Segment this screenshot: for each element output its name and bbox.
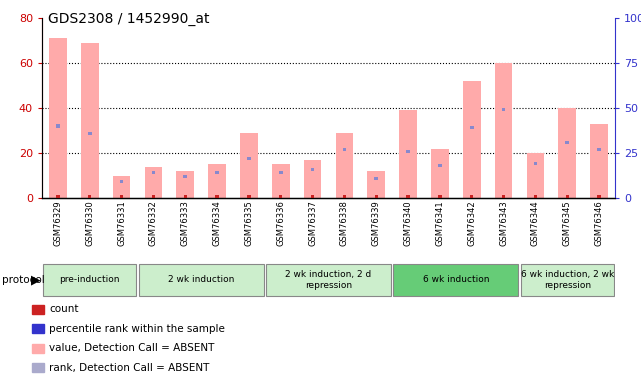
Text: GSM76335: GSM76335 (244, 200, 253, 246)
Bar (88, 132, 92, 135)
Bar (247, 157, 251, 160)
Bar (374, 195, 378, 198)
Bar (367, 171, 385, 198)
Bar (32, 363, 44, 372)
FancyBboxPatch shape (520, 264, 613, 296)
Bar (470, 126, 474, 129)
Bar (183, 175, 187, 178)
Bar (399, 110, 417, 198)
Bar (152, 195, 155, 198)
Bar (343, 195, 346, 198)
Bar (495, 63, 512, 198)
Bar (120, 195, 123, 198)
Bar (208, 164, 226, 198)
Text: GSM76342: GSM76342 (467, 200, 476, 246)
Bar (565, 195, 569, 198)
Bar (558, 108, 576, 198)
Text: GSM76336: GSM76336 (276, 200, 285, 246)
Text: GSM76344: GSM76344 (531, 200, 540, 246)
Bar (533, 162, 537, 165)
Bar (470, 195, 473, 198)
Text: 6 wk induction: 6 wk induction (422, 276, 489, 285)
Bar (565, 141, 569, 144)
Bar (438, 164, 442, 167)
FancyBboxPatch shape (394, 264, 518, 296)
Bar (406, 150, 410, 153)
Bar (534, 195, 537, 198)
Bar (88, 195, 91, 198)
Bar (215, 171, 219, 174)
Bar (32, 304, 44, 313)
Bar (113, 176, 130, 198)
FancyBboxPatch shape (138, 264, 263, 296)
Bar (304, 160, 321, 198)
Bar (145, 166, 162, 198)
Bar (247, 195, 251, 198)
Text: percentile rank within the sample: percentile rank within the sample (49, 324, 226, 333)
Text: 6 wk induction, 2 wk
repression: 6 wk induction, 2 wk repression (520, 270, 614, 290)
Bar (32, 324, 44, 333)
Text: GSM76340: GSM76340 (404, 200, 413, 246)
Bar (272, 164, 290, 198)
Text: value, Detection Call = ABSENT: value, Detection Call = ABSENT (49, 343, 215, 353)
Bar (502, 108, 506, 111)
Text: GDS2308 / 1452990_at: GDS2308 / 1452990_at (49, 12, 210, 26)
Text: GSM76334: GSM76334 (213, 200, 222, 246)
Bar (120, 180, 124, 183)
Text: GSM76339: GSM76339 (372, 200, 381, 246)
Bar (438, 195, 442, 198)
Text: GSM76345: GSM76345 (563, 200, 572, 246)
Bar (463, 81, 481, 198)
FancyBboxPatch shape (44, 264, 137, 296)
Bar (590, 124, 608, 198)
Bar (311, 195, 314, 198)
Bar (151, 171, 155, 174)
Text: GSM76332: GSM76332 (149, 200, 158, 246)
Bar (527, 153, 544, 198)
Text: GSM76330: GSM76330 (85, 200, 94, 246)
Bar (374, 177, 378, 180)
Bar (311, 168, 315, 171)
Bar (49, 38, 67, 198)
Bar (597, 148, 601, 151)
Text: GSM76343: GSM76343 (499, 200, 508, 246)
Bar (81, 43, 99, 198)
Bar (431, 148, 449, 198)
Text: GSM76341: GSM76341 (435, 200, 444, 246)
Text: GSM76333: GSM76333 (181, 200, 190, 246)
FancyBboxPatch shape (266, 264, 391, 296)
Bar (336, 133, 353, 198)
Text: pre-induction: pre-induction (60, 276, 120, 285)
Bar (406, 195, 410, 198)
Text: 2 wk induction: 2 wk induction (168, 276, 235, 285)
Text: GSM76337: GSM76337 (308, 200, 317, 246)
Bar (597, 195, 601, 198)
Bar (56, 124, 60, 128)
Text: GSM76331: GSM76331 (117, 200, 126, 246)
Text: protocol: protocol (2, 275, 45, 285)
Bar (184, 195, 187, 198)
Text: GSM76338: GSM76338 (340, 200, 349, 246)
Text: rank, Detection Call = ABSENT: rank, Detection Call = ABSENT (49, 363, 210, 372)
Bar (56, 195, 60, 198)
Bar (176, 171, 194, 198)
Text: 2 wk induction, 2 d
repression: 2 wk induction, 2 d repression (285, 270, 372, 290)
Bar (279, 171, 283, 174)
Bar (32, 344, 44, 352)
Bar (215, 195, 219, 198)
Bar (502, 195, 505, 198)
Bar (279, 195, 282, 198)
Bar (342, 148, 346, 151)
Text: GSM76346: GSM76346 (595, 200, 604, 246)
Text: count: count (49, 304, 79, 314)
Text: GSM76329: GSM76329 (53, 200, 62, 246)
Bar (240, 133, 258, 198)
Text: ▶: ▶ (31, 273, 40, 286)
